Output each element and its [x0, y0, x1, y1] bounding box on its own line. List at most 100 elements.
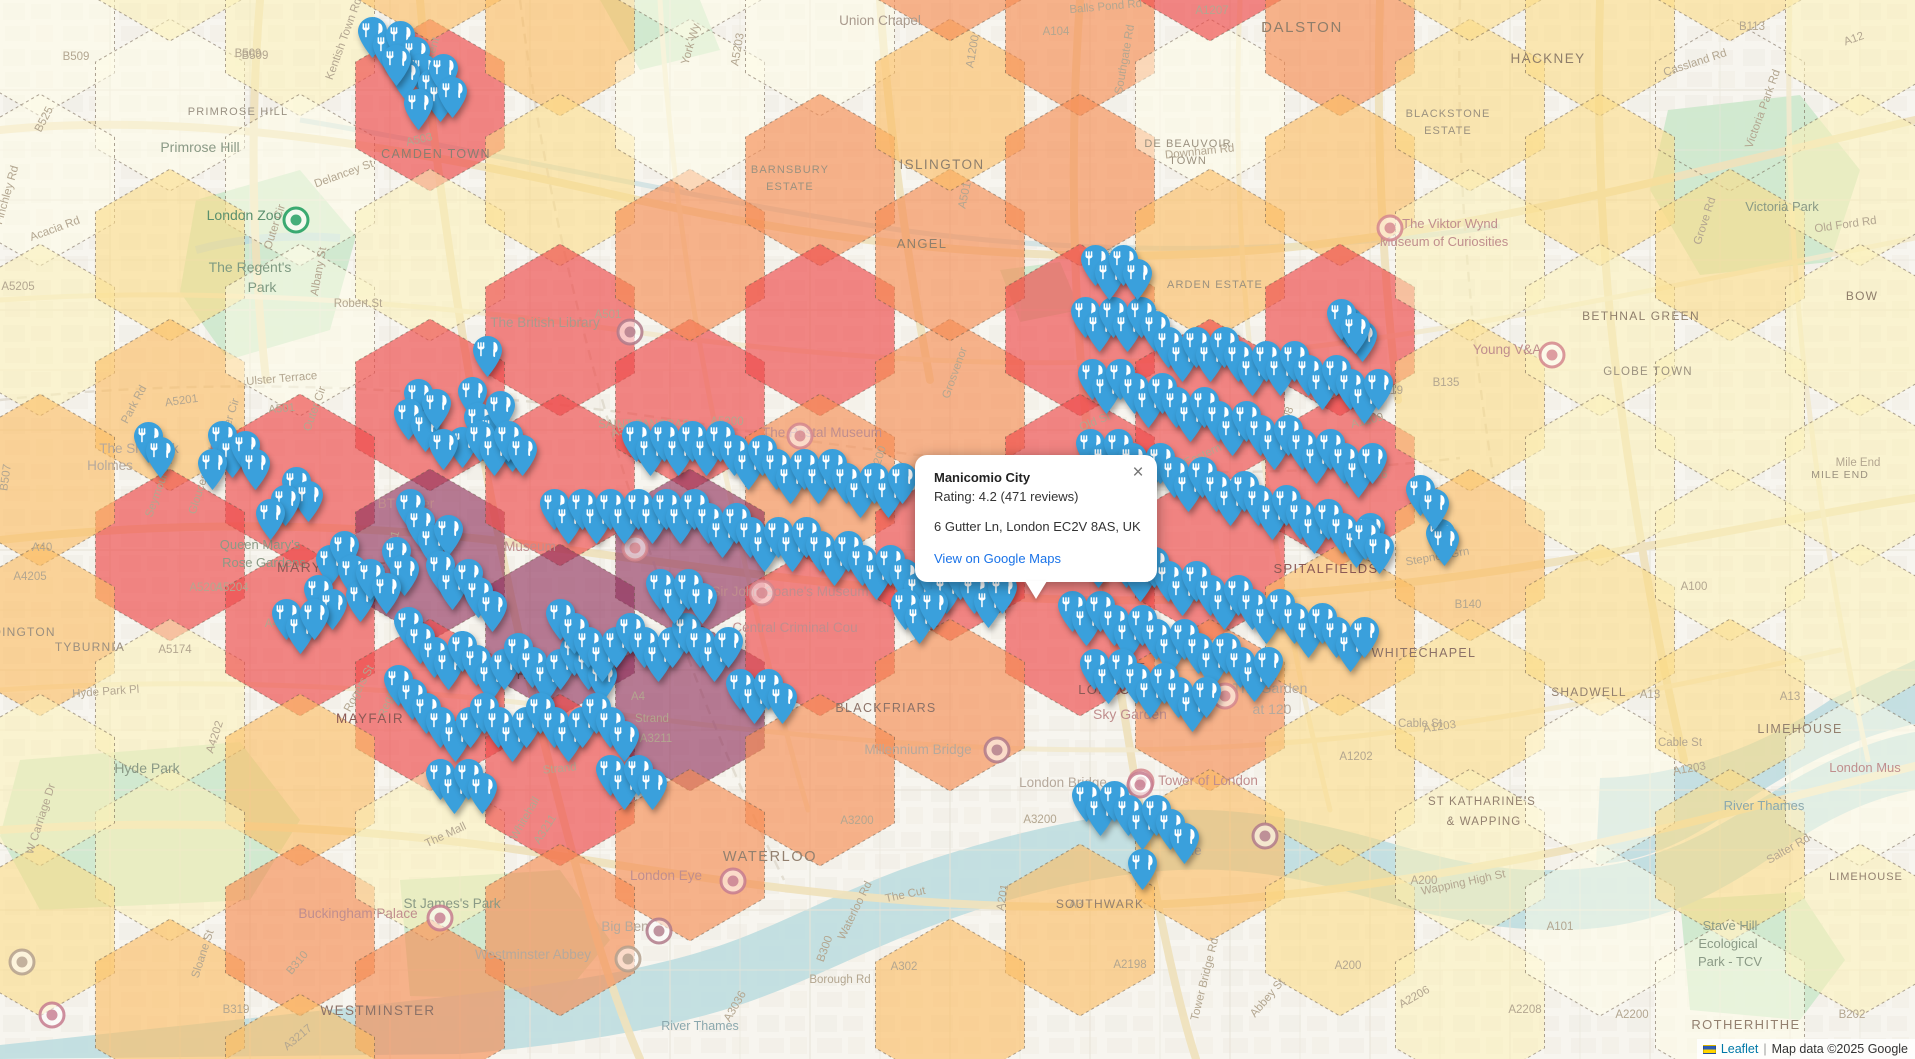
restaurant-marker[interactable] — [1363, 368, 1394, 411]
restaurant-fork-knife-icon — [360, 565, 381, 580]
restaurant-marker[interactable] — [467, 772, 498, 815]
hexbin-cell[interactable] — [0, 693, 115, 867]
young-va-poi[interactable] — [1538, 341, 1566, 369]
place-label: The Viktor Wynd — [1402, 216, 1498, 231]
restaurant-marker[interactable] — [1364, 532, 1395, 575]
restaurant-fork-knife-icon — [772, 689, 793, 704]
restaurant-marker[interactable] — [1169, 822, 1200, 865]
restaurant-marker[interactable] — [1122, 258, 1153, 301]
restaurant-marker[interactable] — [887, 462, 918, 505]
restaurant-marker[interactable] — [437, 76, 468, 119]
hexbin-cell[interactable] — [1785, 0, 1915, 117]
road-label: A5204 — [189, 582, 223, 594]
neighbourhood-label: WESTMINSTER — [320, 1003, 435, 1018]
hexbin-cell[interactable] — [0, 393, 115, 567]
hexbin-cell[interactable] — [225, 993, 375, 1059]
restaurant-marker[interactable] — [637, 768, 668, 811]
road-label: A5205 — [1, 281, 34, 293]
restaurant-marker[interactable] — [433, 514, 464, 557]
british-library-poi[interactable] — [616, 318, 644, 346]
restaurant-marker[interactable] — [381, 44, 412, 87]
hexbin-cell[interactable] — [1396, 0, 1545, 42]
restaurant-marker[interactable] — [403, 88, 434, 131]
restaurant-marker[interactable] — [145, 436, 176, 479]
restaurant-marker[interactable] — [1253, 646, 1284, 689]
castle-icon — [434, 912, 446, 924]
london-bridge-poi[interactable] — [1126, 771, 1154, 799]
hexbin-cell[interactable] — [1785, 243, 1915, 417]
hexbin-cell[interactable] — [1785, 843, 1915, 1017]
restaurant-marker[interactable] — [293, 480, 324, 523]
restaurant-marker[interactable] — [1357, 442, 1388, 485]
neighbourhood-label: ANGEL — [897, 236, 948, 251]
neighbourhood-label: SOUTHWARK — [1056, 897, 1144, 911]
place-label: at 120 — [1253, 701, 1292, 717]
millennium-bridge-poi[interactable] — [983, 736, 1011, 764]
buckingham-palace-poi[interactable] — [426, 904, 454, 932]
hexbin-cell[interactable] — [356, 0, 505, 42]
restaurant-marker[interactable] — [255, 498, 286, 541]
hexbin-cell[interactable] — [1785, 543, 1915, 717]
london-zoo-poi[interactable] — [282, 206, 310, 234]
restaurant-marker[interactable] — [1429, 524, 1460, 567]
restaurant-fork-knife-icon — [477, 342, 498, 357]
restaurant-marker[interactable] — [1127, 848, 1158, 891]
restaurant-marker[interactable] — [428, 428, 459, 471]
science-museum-poi[interactable] — [38, 1001, 66, 1029]
restaurant-marker[interactable] — [371, 572, 402, 615]
restaurant-marker[interactable] — [1191, 676, 1222, 719]
popup-place-name: Manicomio City — [934, 470, 1031, 485]
restaurant-marker[interactable] — [687, 582, 718, 625]
view-on-google-maps-link[interactable]: View on Google Maps — [934, 550, 1061, 566]
tower-bridge-poi[interactable] — [1251, 822, 1279, 850]
camera-icon — [727, 875, 739, 887]
restaurant-marker[interactable] — [1340, 312, 1371, 355]
restaurant-marker[interactable] — [299, 598, 330, 641]
restaurant-marker[interactable] — [918, 588, 949, 631]
hexbin-cell[interactable] — [1785, 93, 1915, 267]
restaurant-marker[interactable] — [472, 335, 503, 378]
british-museum-poi[interactable] — [621, 534, 649, 562]
restaurant-fork-knife-icon — [964, 579, 985, 594]
restaurant-marker[interactable] — [987, 572, 1018, 615]
va-museum-poi[interactable] — [8, 948, 36, 976]
place-info-popup[interactable]: × Manicomio City Rating: 4.2 (471 review… — [915, 455, 1157, 582]
restaurant-marker[interactable] — [421, 388, 452, 431]
westminster-abbey-poi[interactable] — [614, 945, 642, 973]
soanes-museum-poi[interactable] — [748, 579, 776, 607]
big-ben-poi[interactable] — [645, 917, 673, 945]
restaurant-fork-knife-icon — [1214, 333, 1235, 348]
road-label: A3 — [1069, 899, 1083, 911]
restaurant-marker[interactable] — [767, 682, 798, 725]
hexbin-cell[interactable] — [1136, 0, 1285, 42]
restaurant-marker[interactable] — [1349, 616, 1380, 659]
neighbourhood-label: WHITECHAPEL — [1372, 646, 1477, 660]
postal-museum-poi[interactable] — [786, 422, 814, 450]
hexbin-cell[interactable] — [1656, 0, 1805, 42]
restaurant-fork-knife-icon — [322, 595, 343, 610]
hexbin-cell[interactable] — [96, 0, 245, 42]
hexbin-cell[interactable] — [1785, 693, 1915, 867]
hexbin-cell[interactable] — [875, 918, 1025, 1059]
place-label: Buckingham Palace — [298, 906, 417, 921]
close-icon[interactable]: × — [1128, 462, 1148, 482]
restaurant-marker[interactable] — [240, 448, 271, 491]
london-eye-poi[interactable] — [719, 867, 747, 895]
hexbin-cell[interactable] — [876, 0, 1025, 42]
hexbin-cell[interactable] — [1525, 0, 1675, 117]
hexbin-cell[interactable] — [1395, 918, 1545, 1059]
restaurant-marker[interactable] — [507, 434, 538, 477]
restaurant-marker[interactable] — [713, 626, 744, 669]
viktor-wynd-poi[interactable] — [1376, 214, 1404, 242]
road-label: A4 — [631, 691, 646, 703]
restaurant-marker[interactable] — [609, 720, 640, 763]
restaurant-marker[interactable] — [1419, 488, 1450, 531]
leaflet-link[interactable]: Leaflet — [1720, 1042, 1759, 1056]
restaurant-marker[interactable] — [477, 590, 508, 633]
hexbin-cell[interactable] — [616, 0, 765, 42]
hexbin-cell[interactable] — [1785, 393, 1915, 567]
neighbourhood-label: GLOBE TOWN — [1603, 366, 1693, 378]
restaurant-marker[interactable] — [197, 448, 228, 491]
